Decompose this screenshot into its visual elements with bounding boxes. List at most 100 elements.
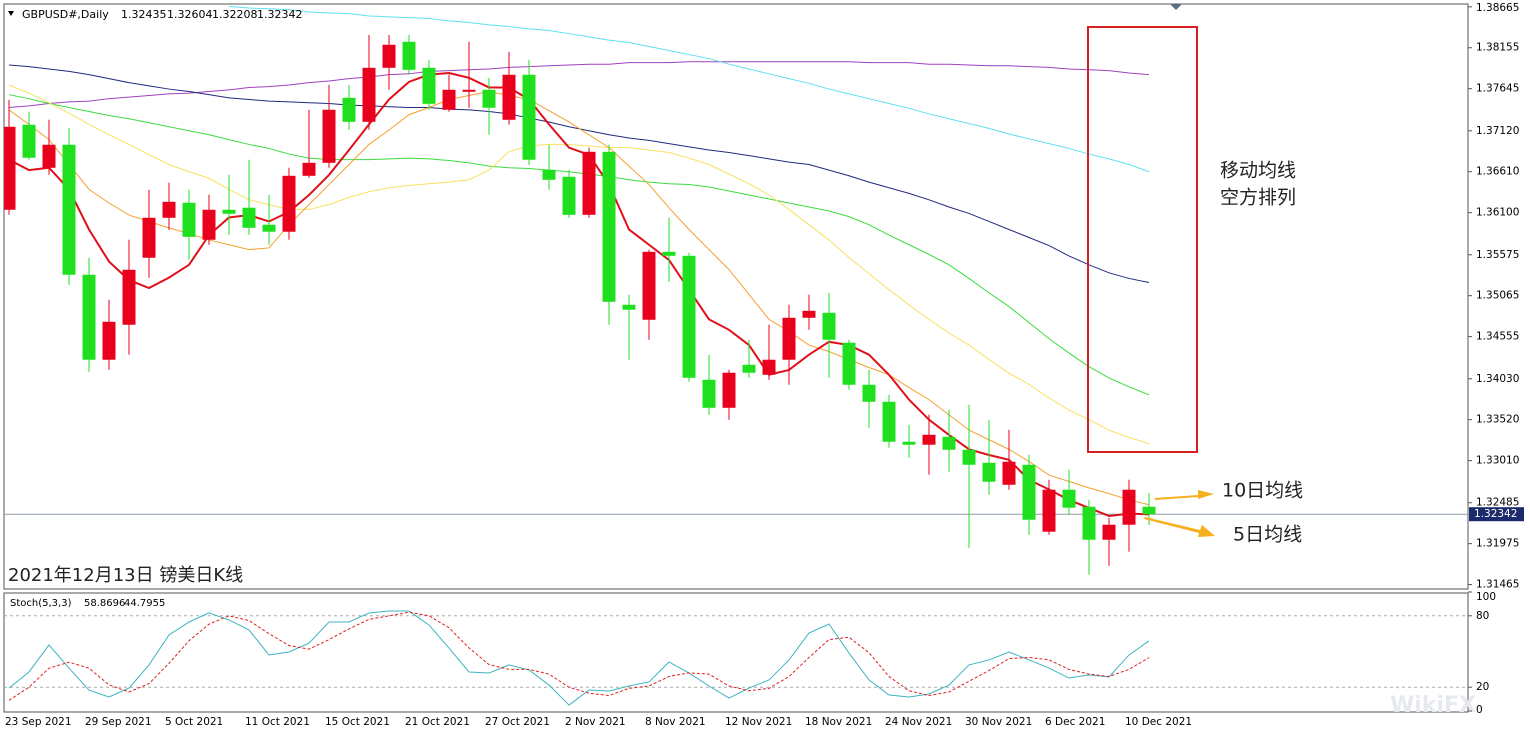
candle-body — [1142, 506, 1156, 515]
candle-body — [82, 274, 96, 360]
y-tick-label: 1.35575 — [1476, 249, 1519, 261]
candle-body — [562, 176, 576, 215]
candle-body — [1082, 506, 1096, 540]
candle-body — [482, 89, 496, 108]
candle-body — [1042, 489, 1056, 532]
candle-body — [682, 255, 696, 378]
candle-body — [502, 74, 516, 120]
y-tick-label: 1.33010 — [1476, 455, 1519, 467]
candle-body — [1102, 524, 1116, 540]
stoch-signal-value: 44.7955 — [124, 598, 165, 609]
y-tick-label: 1.36100 — [1476, 207, 1519, 219]
x-tick-label: 21 Oct 2021 — [405, 716, 470, 728]
candle-body — [802, 310, 816, 318]
shift-marker — [1170, 4, 1182, 10]
x-tick-label: 6 Dec 2021 — [1045, 716, 1105, 728]
x-tick-label: 23 Sep 2021 — [5, 716, 72, 728]
annotation: 2021年12月13日 镑美日K线 — [8, 565, 243, 586]
header-low: 1.32208 — [212, 8, 258, 21]
y-tick-label: 1.31975 — [1476, 538, 1519, 550]
candle-body — [242, 207, 256, 228]
candle-body — [722, 372, 736, 408]
header-high: 1.32604 — [167, 8, 213, 21]
annotation: WikiFX — [1390, 693, 1476, 718]
x-tick-label: 29 Sep 2021 — [85, 716, 152, 728]
candle-body — [542, 169, 556, 180]
candle-body — [882, 401, 896, 442]
candle-body — [402, 41, 416, 70]
menu-triangle — [8, 11, 14, 16]
price-frame — [3, 3, 1469, 590]
candle-body — [122, 269, 136, 325]
annotation: 移动均线 — [1220, 160, 1296, 182]
candle-body — [362, 67, 376, 122]
stoch-title: Stoch(5,3,3) — [10, 598, 72, 609]
y-tick-label: 1.34555 — [1476, 331, 1519, 343]
candle-body — [962, 449, 976, 465]
x-tick-label: 12 Nov 2021 — [725, 716, 792, 728]
candle-body — [42, 144, 56, 168]
series-line — [8, 72, 1150, 518]
x-tick-label: 5 Oct 2021 — [165, 716, 223, 728]
candle-body — [582, 151, 596, 215]
series-line — [8, 61, 1150, 109]
candle-body — [1002, 461, 1016, 485]
texts: 1.38665 1.38155 1.37645 1.37120 1.36610 1.361… — [5, 2, 1524, 728]
series-line — [8, 84, 1150, 445]
y-tick-label: 1.33520 — [1476, 414, 1519, 426]
y-tick-label: 1.36610 — [1476, 166, 1519, 178]
candle-body — [1062, 489, 1076, 508]
series-line — [8, 611, 1150, 701]
current-price-box — [1469, 507, 1524, 522]
annotation: 5日均线 — [1233, 524, 1302, 546]
candle-body — [742, 364, 756, 373]
annotation-box — [1087, 26, 1198, 453]
stoch-frame — [3, 592, 1469, 713]
candle-body — [1122, 489, 1136, 525]
y-tick-label: 1.35065 — [1476, 290, 1519, 302]
candle-body — [902, 441, 916, 445]
candle-body — [862, 384, 876, 402]
y-tick-label: 1.31465 — [1476, 579, 1519, 591]
header-close: 1.32342 — [257, 8, 303, 21]
y-tick-label: 1.38665 — [1476, 2, 1519, 14]
candle-body — [302, 162, 316, 176]
stoch-plot — [4, 610, 1468, 706]
x-tick-label: 15 Oct 2021 — [325, 716, 390, 728]
candle-body — [382, 44, 396, 68]
candle-body — [162, 201, 176, 218]
arrows — [1144, 490, 1215, 537]
y-tick-label: 0 — [1476, 704, 1483, 716]
candle-body — [642, 251, 656, 320]
candle-body — [202, 209, 216, 240]
price-plot — [4, 5, 1468, 575]
y-tick-label: 100 — [1476, 591, 1496, 603]
annotation: 10日均线 — [1222, 480, 1303, 502]
y-tick-label: 1.32485 — [1476, 497, 1519, 509]
candle-body — [142, 217, 156, 258]
candle-body — [662, 251, 676, 256]
candle-body — [762, 359, 776, 375]
candle-body — [102, 321, 116, 360]
candle-body — [522, 74, 536, 160]
candle-body — [282, 175, 296, 232]
candle-body — [422, 67, 436, 104]
candle-body — [1022, 464, 1036, 520]
y-tick-label: 1.34030 — [1476, 373, 1519, 385]
x-tick-label: 2 Nov 2021 — [565, 716, 626, 728]
annotation: 空方排列 — [1220, 187, 1296, 209]
y-tick-label: 20 — [1476, 681, 1489, 693]
current-price-label: 1.32342 — [1474, 508, 1517, 520]
arrow-5ma — [1144, 517, 1215, 537]
series-line — [8, 94, 1150, 396]
candle-body — [182, 202, 196, 237]
candle-body — [22, 124, 36, 158]
stoch-main-value: 58.8696 — [84, 598, 125, 609]
candle-body — [262, 224, 276, 232]
candle-body — [782, 317, 796, 360]
x-tick-label: 18 Nov 2021 — [805, 716, 872, 728]
arrow-10ma — [1155, 490, 1214, 500]
x-tick-label: 24 Nov 2021 — [885, 716, 952, 728]
series-line — [228, 5, 1150, 173]
